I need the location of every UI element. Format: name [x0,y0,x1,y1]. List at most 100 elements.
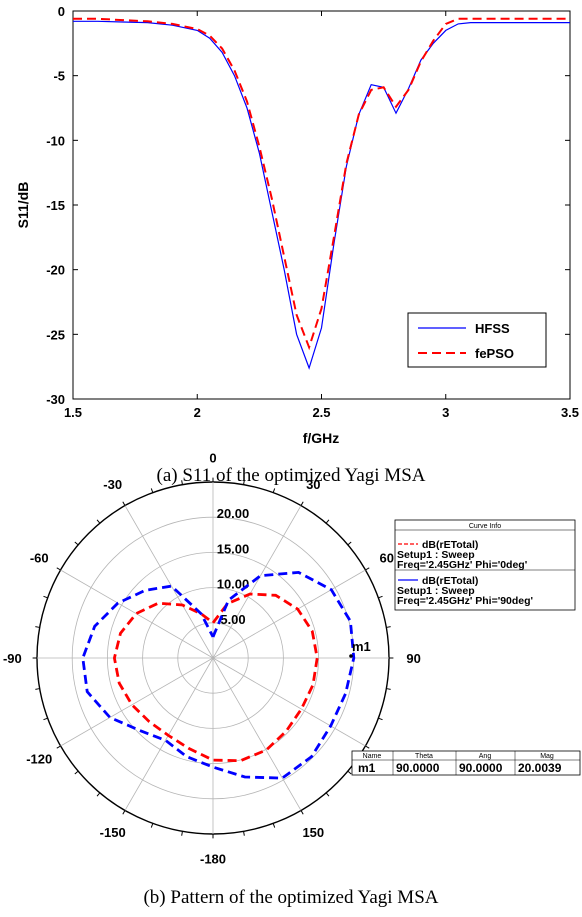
polar-tick [272,823,276,828]
polar-tick [150,823,154,828]
polar-angle-label: 150 [302,825,324,840]
pattern-curve-phi-0 [112,592,319,763]
polar-spoke [212,569,366,659]
polar-angle-label: 90 [406,651,420,666]
polar-tick [150,488,154,493]
y-tick-label: -30 [46,392,65,407]
polar-tick [96,792,101,797]
polar-tick [386,626,391,628]
marker-table: Name Theta Ang Mag m1 90.0000 90.0000 20… [351,750,581,776]
polar-tick [300,810,304,815]
polar-tick [378,717,383,721]
polar-tick [386,688,391,690]
marker-m1-label: m1 [352,639,371,654]
pattern-curve-phi-90 [81,570,356,780]
polar-tick [325,792,330,797]
s11-x-axis-label: f/GHz [303,430,340,446]
marker-header-theta: Theta [415,753,433,760]
polar-spoke [212,657,366,747]
polar-radial-label: 5.00 [220,612,245,627]
polar-spoke [212,505,302,659]
polar-radial-label: 20.00 [217,506,250,521]
pattern-series [81,570,356,780]
caption-a: (a) S11 of the optimized Yagi MSA [157,465,426,486]
x-tick-label: 1.5 [64,405,82,420]
polar-angle-label: 60 [380,551,394,566]
polar-tick [365,745,370,749]
radiation-pattern-chart: 0306090120150-180-150-120-90-60-30 5.001… [3,450,581,908]
polar-tick [122,810,126,815]
marker-value-name: m1 [358,761,376,775]
series-line-hfss [73,20,570,370]
polar-angle-label: -30 [103,477,122,492]
curve-info-1-line3: Freq='2.45GHz' Phi='90deg' [397,595,533,607]
y-tick-label: -25 [46,327,65,342]
curve-info-frame [394,519,576,611]
polar-angle-label: -180 [200,852,226,867]
polar-tick [243,831,245,836]
polar-tick [243,480,245,485]
curve-info-box: Curve Info dB(rETotal) Setup1 : Sweep Fr… [394,519,576,611]
marker-header-mag: Mag [540,753,554,760]
y-tick-label: -15 [46,198,65,213]
polar-tick [122,501,126,506]
legend-label-hfss: HFSS [475,321,510,336]
marker-header-name: Name [363,753,382,760]
curve-info-0-line3: Freq='2.45GHz' Phi='0deg' [397,559,527,571]
polar-tick [56,745,61,749]
polar-radial-label: 10.00 [217,577,250,592]
polar-radial-label: 15.00 [217,541,250,556]
x-tick-label: 3 [442,405,449,420]
polar-angle-label: -90 [3,651,22,666]
s11-y-axis-label: S11/dB [15,182,31,229]
legend-label-fepso: fePSO [475,346,514,361]
curve-info-0-line2: Setup1 : Sweep [397,549,475,561]
polar-spoke [124,505,214,659]
polar-tick [272,488,276,493]
marker-value-mag: 20.0039 [518,761,562,775]
marker-header-ang: Ang [479,753,492,760]
polar-tick [378,595,383,599]
curve-info-0-line1: dB(rETotal) [422,539,478,551]
series-line-fepso [73,17,570,351]
polar-spoke [60,657,214,747]
polar-tick [325,519,330,524]
s11-axis-ticks: 1.5 2 2.5 3 3.5 0 -5 -10 -15 -20 -25 -30 [46,4,579,420]
polar-tick [96,519,101,524]
polar-tick [300,501,304,506]
caption-b-text: (b) Pattern of the optimized Yagi MSA [143,887,438,908]
curve-info-1-line1: dB(rETotal) [422,575,478,587]
x-tick-label: 3.5 [561,405,579,420]
polar-tick [74,541,79,546]
marker-value-theta: 90.0000 [396,761,440,775]
s11-series [73,17,570,370]
caption-b: (b) Pattern of the optimized Yagi MSA [143,887,438,908]
polar-tick [181,831,183,836]
polar-tick [43,595,48,599]
s11-legend-box [407,312,547,368]
polar-tick [347,541,352,546]
polar-tick [56,567,61,571]
marker-m1-point [349,654,353,658]
polar-grid [32,477,394,839]
x-tick-label: 2.5 [312,405,330,420]
s11-chart: 1.5 2 2.5 3 3.5 0 -5 -10 -15 -20 -25 -30 f/GHz S11/… [15,4,579,486]
caption-a-text: (a) S11 of the optimized Yagi MSA [157,465,426,486]
polar-angle-label: -60 [30,551,49,566]
marker-value-ang: 90.0000 [459,761,503,775]
polar-tick [365,567,370,571]
y-tick-label: -10 [46,133,65,148]
polar-tick [347,770,352,775]
polar-radial-ticks: 5.00 10.00 15.00 20.00 [217,506,250,627]
polar-tick [74,770,79,775]
polar-angle-label: -150 [100,825,126,840]
polar-angle-label: 0 [209,450,216,465]
polar-angle-label: -120 [26,751,52,766]
polar-tick [181,480,183,485]
y-tick-label: -20 [46,263,65,278]
marker-table-frame [351,750,581,776]
polar-angle-label: 30 [306,477,320,492]
polar-tick [35,626,40,628]
curve-info-title: Curve Info [469,523,501,530]
